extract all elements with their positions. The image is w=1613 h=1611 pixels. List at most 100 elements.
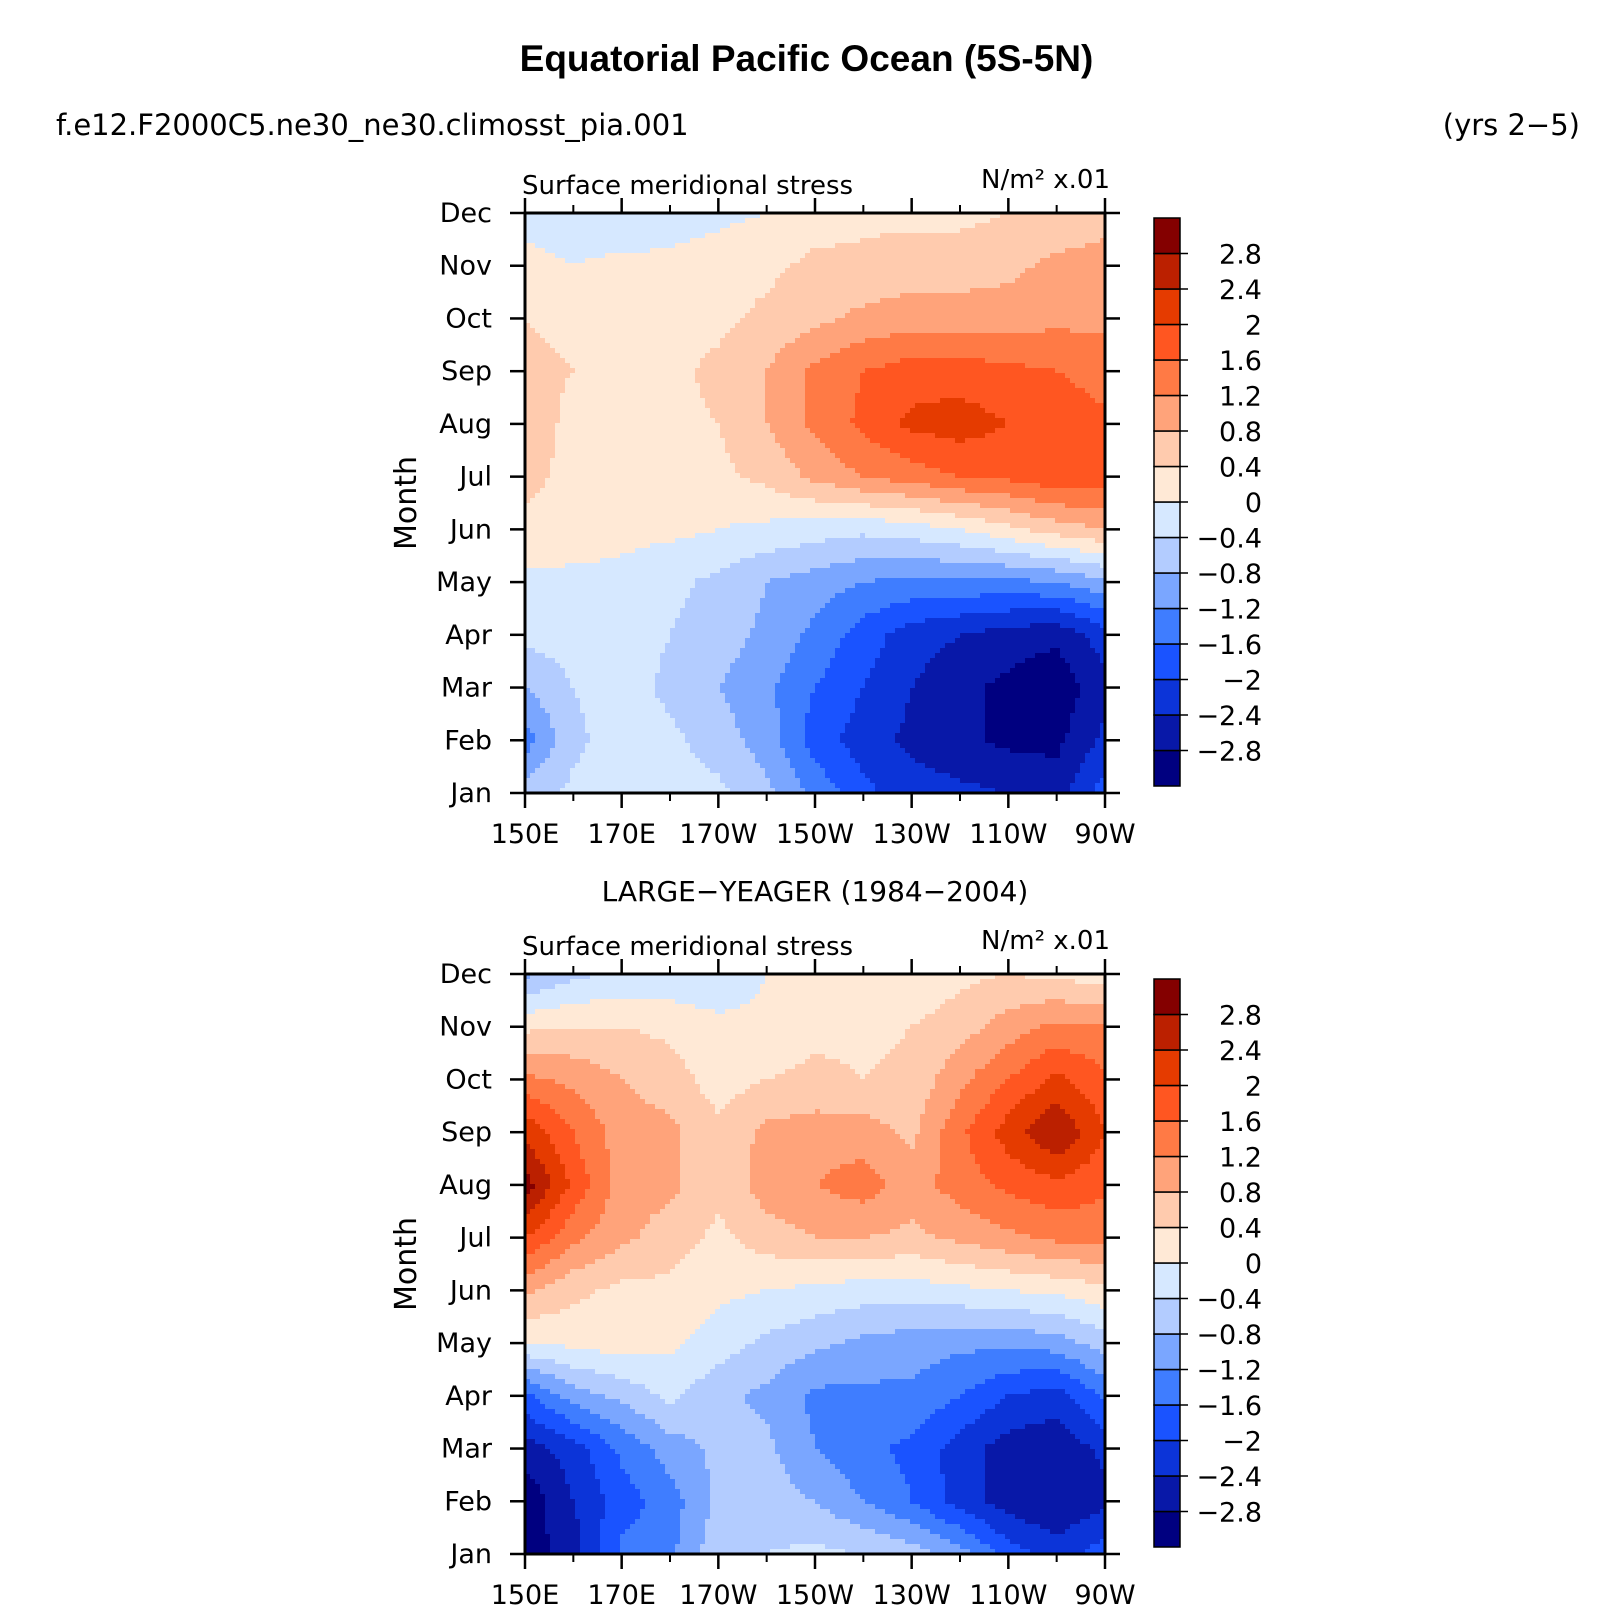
- contour-cell: [650, 318, 656, 324]
- contour-cell: [955, 293, 961, 299]
- contour-cell: [525, 333, 531, 339]
- contour-cell: [775, 243, 781, 249]
- contour-cell: [640, 248, 646, 254]
- contour-cell: [940, 363, 946, 369]
- contour-cell: [630, 423, 636, 429]
- contour-cell: [1065, 223, 1071, 229]
- contour-cell: [1035, 393, 1041, 399]
- contour-cell: [535, 268, 541, 274]
- contour-cell: [800, 228, 806, 234]
- contour-cell: [715, 278, 721, 284]
- contour-cell: [855, 278, 861, 284]
- contour-cell: [705, 263, 711, 269]
- contour-cell: [990, 423, 996, 429]
- contour-cell: [850, 358, 856, 364]
- contour-cell: [770, 303, 776, 309]
- contour-cell: [1005, 243, 1011, 249]
- contour-cell: [740, 218, 746, 224]
- contour-cell: [805, 408, 811, 414]
- contour-cell: [1040, 323, 1046, 329]
- contour-cell: [625, 423, 631, 429]
- contour-cell: [915, 253, 921, 259]
- contour-cell: [835, 248, 841, 254]
- contour-cell: [715, 368, 721, 374]
- contour-cell: [735, 293, 741, 299]
- contour-cell: [955, 423, 961, 429]
- contour-cell: [715, 293, 721, 299]
- contour-cell: [930, 248, 936, 254]
- contour-cell: [985, 263, 991, 269]
- contour-cell: [1080, 353, 1086, 359]
- contour-cell: [685, 238, 691, 244]
- contour-cell: [780, 408, 786, 414]
- contour-cell: [880, 368, 886, 374]
- contour-cell: [865, 413, 871, 419]
- contour-cell: [1030, 358, 1036, 364]
- contour-cell: [605, 213, 611, 219]
- contour-cell: [980, 248, 986, 254]
- contour-cell: [830, 333, 836, 339]
- contour-cell: [795, 268, 801, 274]
- contour-cell: [1035, 213, 1041, 219]
- contour-cell: [535, 348, 541, 354]
- contour-cell: [530, 298, 536, 304]
- contour-cell: [1070, 218, 1076, 224]
- contour-cell: [1020, 418, 1026, 424]
- contour-cell: [680, 363, 686, 369]
- contour-cell: [1100, 253, 1105, 259]
- contour-cell: [1080, 233, 1086, 239]
- contour-cell: [1085, 233, 1091, 239]
- contour-cell: [630, 333, 636, 339]
- contour-cell: [1015, 393, 1021, 399]
- contour-cell: [595, 298, 601, 304]
- contour-cell: [1060, 368, 1066, 374]
- contour-cell: [1085, 288, 1091, 294]
- contour-cell: [910, 223, 916, 229]
- contour-cell: [655, 368, 661, 374]
- contour-cell: [660, 218, 666, 224]
- contour-cell: [890, 308, 896, 314]
- contour-cell: [630, 273, 636, 279]
- contour-cell: [525, 233, 531, 239]
- contour-cell: [700, 353, 706, 359]
- contour-cell: [700, 308, 706, 314]
- contour-cell: [1080, 298, 1086, 304]
- contour-cell: [710, 333, 716, 339]
- contour-cell: [810, 213, 816, 219]
- contour-cell: [770, 413, 776, 419]
- contour-cell: [705, 293, 711, 299]
- contour-cell: [695, 418, 701, 424]
- contour-cell: [660, 263, 666, 269]
- contour-cell: [1025, 358, 1031, 364]
- contour-cell: [755, 273, 761, 279]
- contour-cell: [580, 238, 586, 244]
- contour-cell: [885, 338, 891, 344]
- contour-cell: [740, 268, 746, 274]
- contour-cell: [785, 393, 791, 399]
- contour-cell: [735, 228, 741, 234]
- contour-cell: [595, 283, 601, 289]
- contour-cell: [860, 413, 866, 419]
- contour-cell: [1030, 343, 1036, 349]
- contour-cell: [845, 378, 851, 384]
- contour-cell: [535, 423, 541, 429]
- contour-cell: [580, 378, 586, 384]
- contour-cell: [820, 243, 826, 249]
- contour-cell: [865, 308, 871, 314]
- contour-cell: [930, 218, 936, 224]
- contour-cell: [955, 363, 961, 369]
- contour-cell: [890, 413, 896, 419]
- contour-cell: [960, 308, 966, 314]
- contour-cell: [590, 263, 596, 269]
- contour-cell: [875, 353, 881, 359]
- contour-cell: [720, 283, 726, 289]
- contour-cell: [1040, 363, 1046, 369]
- contour-cell: [670, 343, 676, 349]
- contour-cell: [920, 248, 926, 254]
- contour-cell: [665, 333, 671, 339]
- contour-cell: [820, 388, 826, 394]
- contour-cell: [715, 353, 721, 359]
- contour-cell: [595, 248, 601, 254]
- contour-cell: [905, 278, 911, 284]
- contour-cell: [810, 218, 816, 224]
